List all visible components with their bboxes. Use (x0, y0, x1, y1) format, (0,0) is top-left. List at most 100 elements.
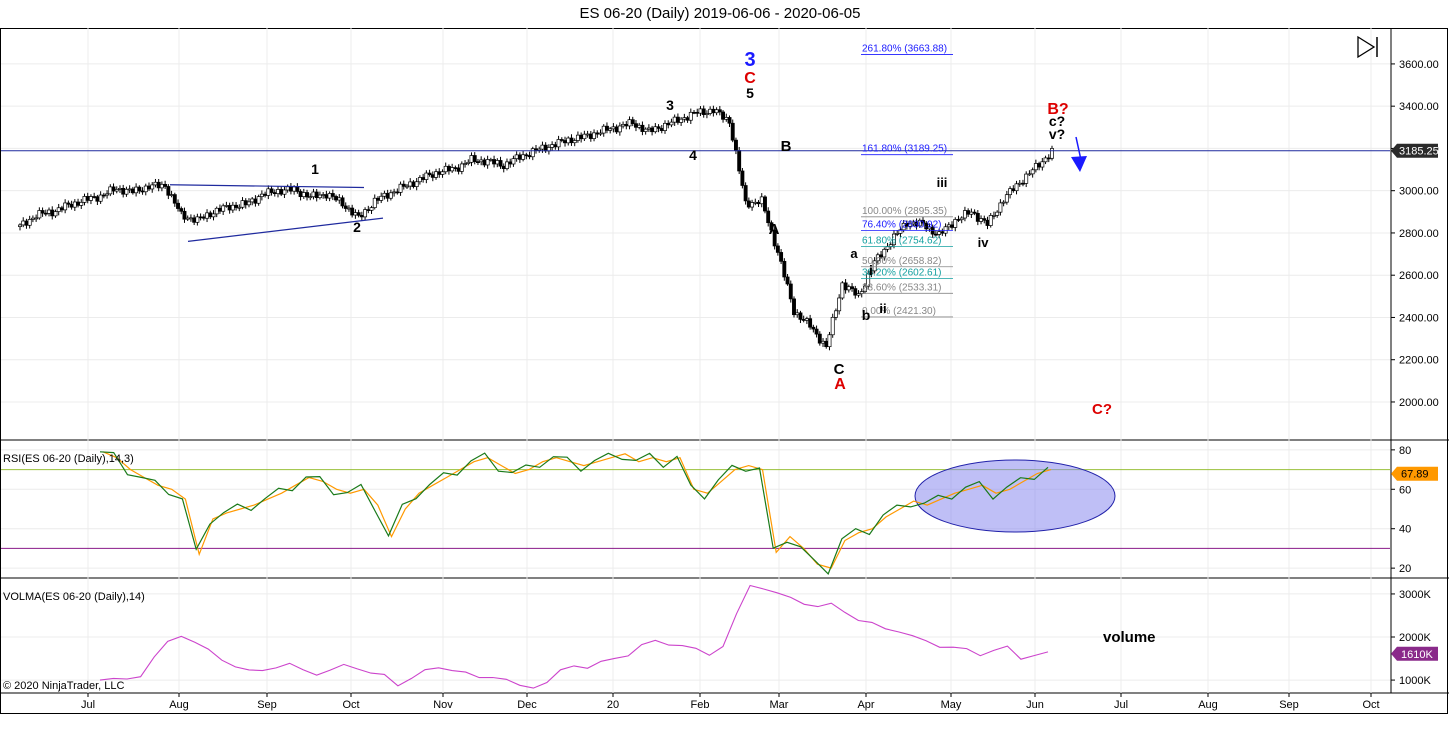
candle-body (821, 340, 825, 344)
candle-body (285, 186, 290, 191)
candle-body (908, 223, 913, 227)
candle-body (559, 139, 564, 141)
candle-body (421, 177, 426, 180)
candle-body (1037, 163, 1042, 168)
candle-body (192, 217, 197, 223)
vol-tick-label: 1000K (1399, 675, 1431, 687)
candle-body (804, 318, 809, 321)
candle-body (843, 282, 848, 291)
candle-body (59, 207, 64, 211)
candle-body (611, 126, 616, 130)
y-tick-label: 3000.00 (1399, 186, 1439, 198)
candle-body (572, 140, 577, 144)
candle-body (95, 196, 100, 202)
candle-body (366, 209, 371, 211)
candle-body (663, 122, 667, 131)
candle-body (276, 189, 280, 195)
candle-body (101, 194, 106, 197)
wave-label: a (850, 246, 858, 261)
candle-body (388, 192, 393, 199)
candle-body (1014, 183, 1019, 192)
candle-body (130, 188, 135, 194)
candle-body (127, 188, 132, 191)
x-tick-label: Dec (517, 699, 537, 711)
candle-body (962, 210, 967, 219)
candle-body (1008, 188, 1013, 196)
fib-label: 261.80% (3663.88) (862, 43, 947, 54)
candle-body (185, 217, 190, 220)
candle-body (685, 117, 690, 121)
candle-body (227, 205, 232, 211)
x-tick-label: Jul (1114, 699, 1128, 711)
candle-body (833, 310, 838, 318)
candle-body (308, 196, 313, 199)
vol-tick-label: 2000K (1399, 632, 1431, 644)
candle-body (298, 191, 303, 198)
chart-frame (0, 28, 1448, 714)
candle-body (492, 159, 497, 165)
candle-body (708, 108, 713, 114)
candle-body (769, 222, 774, 231)
fib-label: 0.00% (2421.30) (862, 306, 936, 317)
candle-body (530, 148, 535, 158)
candle-body (808, 318, 813, 328)
candle-body (827, 334, 832, 348)
candle-body (782, 260, 787, 278)
candle-body (324, 194, 329, 199)
candle-body (405, 185, 409, 188)
candle-body (614, 126, 619, 133)
candle-body (243, 200, 248, 206)
candle-body (634, 123, 638, 128)
rsi-label: RSI(ES 06-20 (Daily),14,3) (3, 453, 134, 465)
candle-body (266, 188, 271, 196)
candle-body (775, 245, 780, 253)
candle-body (588, 133, 593, 139)
candle-body (27, 219, 32, 226)
candle-body (950, 224, 954, 228)
candle-body (105, 193, 110, 196)
candle-body (108, 186, 113, 195)
candle-body (517, 154, 522, 160)
candle-body (601, 125, 606, 134)
candle-body (121, 188, 126, 195)
candle-body (485, 159, 490, 166)
candle-body (582, 133, 587, 140)
wave-label: c? (1049, 113, 1065, 129)
candle-body (621, 124, 626, 127)
x-tick-label: Oct (1362, 699, 1379, 711)
candle-body (47, 209, 51, 214)
x-tick-label: Oct (342, 699, 359, 711)
candle-body (617, 125, 622, 133)
candle-body (218, 207, 222, 212)
candle-body (21, 220, 26, 226)
candle-body (414, 181, 419, 187)
candle-body (998, 202, 1003, 213)
candle-body (292, 186, 297, 192)
candle-body (653, 126, 658, 133)
candle-body (579, 134, 584, 140)
candle-body (982, 218, 987, 221)
x-tick-label: Aug (1198, 699, 1218, 711)
candle-body (727, 117, 732, 124)
candle-body (37, 210, 42, 219)
candle-body (201, 216, 206, 219)
candle-body (995, 211, 1000, 216)
candle-body (111, 186, 116, 192)
candle-body (456, 167, 461, 172)
candle-body (1050, 148, 1054, 159)
candle-body (453, 167, 458, 169)
candle-body (198, 216, 203, 219)
candle-body (1027, 173, 1032, 176)
volma-value-tag (1391, 646, 1438, 661)
candle-body (1046, 157, 1051, 160)
copyright-text: © 2020 NinjaTrader, LLC (3, 680, 124, 692)
candle-body (875, 254, 880, 262)
candle-body (598, 132, 603, 135)
candle-body (66, 202, 71, 205)
candle-body (540, 144, 545, 150)
candle-body (550, 144, 555, 148)
candle-body (943, 226, 948, 234)
wave-label: 5 (746, 85, 754, 101)
wave-label: iv (978, 235, 990, 250)
wave-label: B? (1047, 101, 1068, 118)
